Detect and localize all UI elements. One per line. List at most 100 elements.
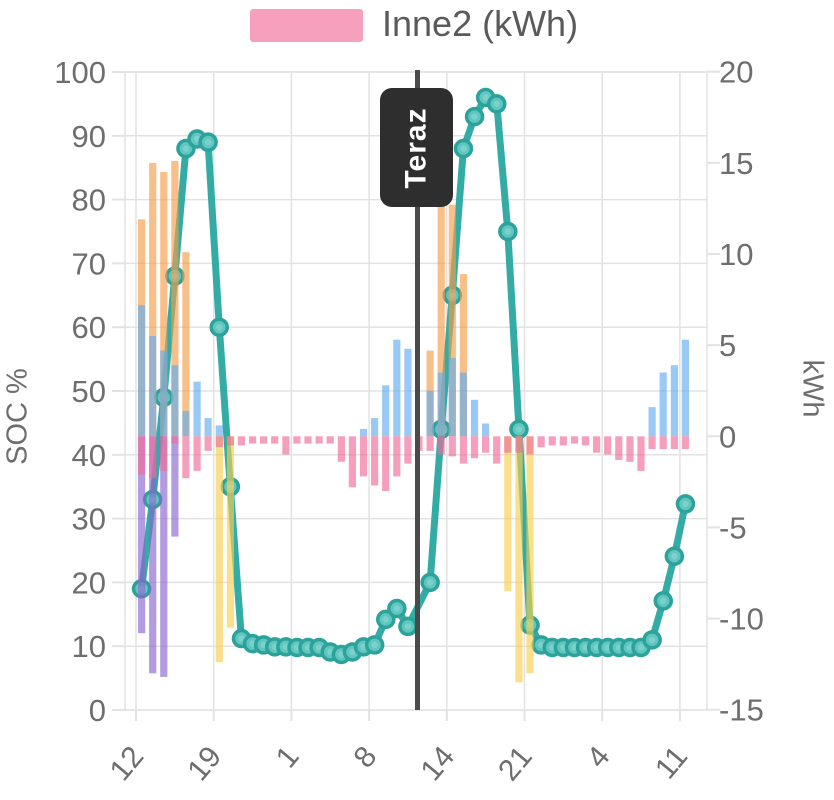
bar xyxy=(149,336,157,437)
axis-ticks xyxy=(112,70,720,721)
legend-item-inne2[interactable]: Inne2 (kWh) xyxy=(250,3,578,44)
bar xyxy=(448,204,456,437)
bar xyxy=(171,365,179,437)
bar xyxy=(470,436,479,459)
bar xyxy=(226,436,234,628)
bar xyxy=(171,436,179,444)
soc-marker-core xyxy=(349,648,356,656)
soc-marker-core xyxy=(682,500,689,508)
right-axis-tick-label: -15 xyxy=(719,693,764,728)
bar xyxy=(215,425,223,437)
bar xyxy=(670,436,678,450)
bar xyxy=(171,161,179,437)
legend-swatch-inne2 xyxy=(250,8,363,42)
bar xyxy=(304,436,312,444)
x-axis-tick-label: 11 xyxy=(649,740,694,785)
soc-marker-core xyxy=(648,636,656,644)
bar xyxy=(448,357,456,437)
soc-marker-core xyxy=(637,644,645,651)
bar xyxy=(138,436,146,475)
bar xyxy=(138,436,146,634)
soc-marker-core xyxy=(671,553,678,560)
bar xyxy=(149,162,157,437)
bar xyxy=(326,436,334,444)
bar xyxy=(493,436,501,464)
left-axis-tick-label: 70 xyxy=(72,246,106,281)
left-axis-tick-label: 90 xyxy=(72,119,106,154)
soc-marker-core xyxy=(238,635,245,642)
right-axis-tick-label: 20 xyxy=(719,55,753,90)
soc-marker-core xyxy=(504,228,512,235)
bar-series-blue-series xyxy=(138,305,689,437)
bar xyxy=(626,436,634,462)
bar xyxy=(670,365,678,437)
left-axis-title: SOC % xyxy=(1,368,34,465)
soc-marker-core xyxy=(471,113,478,120)
bar-series-Inne2 xyxy=(138,436,689,491)
bar xyxy=(160,436,168,677)
bar xyxy=(526,436,534,674)
bar xyxy=(426,436,434,451)
bar xyxy=(393,339,401,437)
bar xyxy=(149,436,157,674)
left-axis-tick-label: 10 xyxy=(72,629,106,664)
bar xyxy=(182,436,190,479)
bar xyxy=(293,436,301,444)
bar-series-yellow-series xyxy=(215,436,534,683)
bar xyxy=(160,436,168,471)
bar xyxy=(515,436,523,683)
left-axis-tick-label: 40 xyxy=(72,438,106,473)
bar xyxy=(193,381,201,437)
left-axis-tick-label: 50 xyxy=(72,374,106,409)
now-annotation-badge: Teraz xyxy=(380,88,453,207)
bar xyxy=(504,436,512,453)
bar xyxy=(437,436,445,455)
soc-marker-core xyxy=(482,94,489,101)
bar xyxy=(249,436,257,444)
bar xyxy=(215,436,223,663)
right-axis-tick-label: -10 xyxy=(719,602,764,637)
bar xyxy=(648,407,656,437)
bar xyxy=(160,350,168,437)
left-axis-tick-label: 30 xyxy=(72,502,106,537)
bar xyxy=(204,418,212,437)
soc-marker-core xyxy=(216,324,223,331)
bar xyxy=(581,436,590,446)
bar xyxy=(437,372,445,437)
bar xyxy=(459,372,467,437)
right-axis-tick-label: -5 xyxy=(719,510,747,545)
x-axis-tick-label: 12 xyxy=(104,740,151,787)
x-axis-tick-label: 1 xyxy=(270,740,306,774)
bar xyxy=(437,203,445,437)
bar xyxy=(193,436,201,471)
bar xyxy=(659,372,667,437)
x-axis-tick-label: 14 xyxy=(414,740,461,787)
bar xyxy=(182,410,190,437)
right-axis-tick-label: 10 xyxy=(719,237,753,272)
bar xyxy=(160,172,168,437)
soc-marker-core xyxy=(371,641,378,649)
soc-marker-core xyxy=(182,145,190,152)
soc-marker-core xyxy=(515,426,523,433)
bar xyxy=(482,423,490,437)
soc-marker-core xyxy=(426,579,434,586)
bar xyxy=(426,390,434,437)
bar xyxy=(659,436,667,450)
bar xyxy=(482,436,490,453)
soc-marker-core xyxy=(382,616,389,623)
bar-series-purple-series xyxy=(138,436,179,677)
bar xyxy=(282,436,290,455)
bar xyxy=(559,436,567,446)
soc-marker-core xyxy=(393,605,401,612)
bar xyxy=(215,436,223,448)
bar xyxy=(337,436,345,462)
bar xyxy=(404,436,412,464)
left-axis-tick-label: 60 xyxy=(72,310,106,345)
bar xyxy=(648,436,656,450)
bar xyxy=(681,339,689,437)
bar xyxy=(204,436,212,451)
bar xyxy=(226,436,234,446)
soc-marker-core xyxy=(315,644,323,651)
